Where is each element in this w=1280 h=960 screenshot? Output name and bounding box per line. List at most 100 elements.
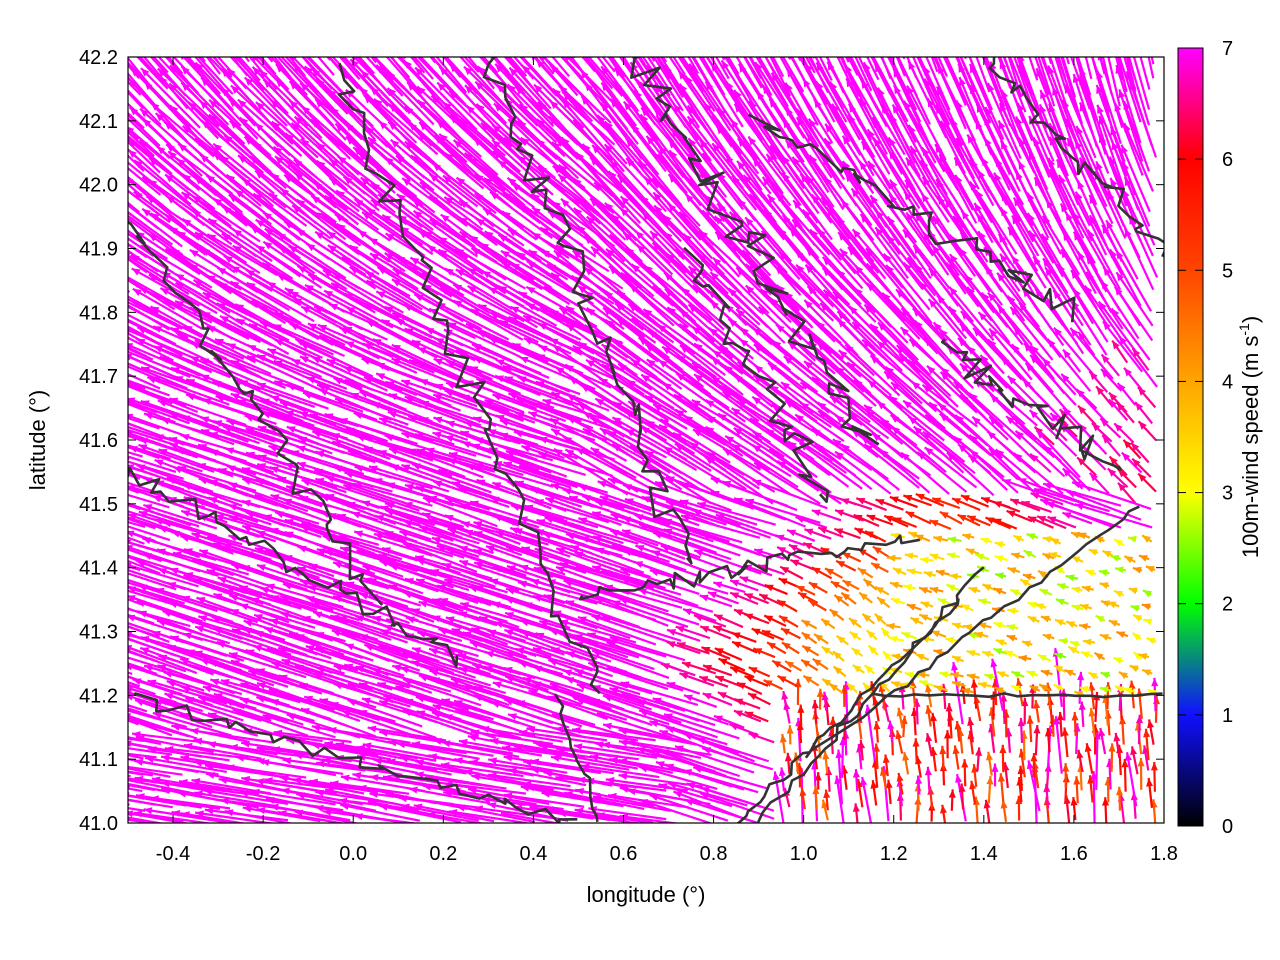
wind-vector-head xyxy=(549,310,559,318)
wind-vector-head xyxy=(299,411,309,419)
wind-vector-head xyxy=(315,99,324,108)
wind-vector-head xyxy=(423,497,433,504)
wind-vector-head xyxy=(680,0,687,3)
wind-vector-head xyxy=(404,8,412,17)
wind-vector-head xyxy=(206,771,215,779)
wind-vector-head xyxy=(367,725,377,733)
wind-vector xyxy=(140,67,201,129)
wind-vector-head xyxy=(382,547,391,554)
wind-vector-head xyxy=(453,300,463,308)
wind-vector xyxy=(244,57,250,63)
wind-vector-head xyxy=(442,563,452,570)
wind-vector-head xyxy=(139,26,147,35)
wind-vector xyxy=(128,243,185,281)
wind-vector-head xyxy=(839,0,846,7)
wind-vector-head xyxy=(364,46,372,54)
wind-vector xyxy=(429,669,507,695)
wind-vector-head xyxy=(102,421,111,428)
wind-vector-head xyxy=(221,68,230,77)
wind-vector xyxy=(255,101,319,159)
wind-vector-head xyxy=(105,30,113,39)
wind-vector-head xyxy=(186,617,196,624)
wind-vector xyxy=(538,172,602,225)
wind-vector xyxy=(678,57,682,59)
wind-vector-head xyxy=(530,487,540,495)
wind-vector-head xyxy=(324,290,334,298)
wind-vector-head xyxy=(471,248,481,256)
wind-vector xyxy=(464,84,527,146)
wind-vector-head xyxy=(382,0,390,3)
wind-vector-head xyxy=(314,468,324,476)
wind-vector-head xyxy=(61,298,70,305)
wind-vector-head xyxy=(207,535,217,543)
wind-vector xyxy=(389,57,422,94)
wind-vector-head xyxy=(140,68,150,77)
wind-vector-head xyxy=(344,471,354,479)
wind-vector xyxy=(343,484,420,512)
wind-vector-head xyxy=(738,45,745,54)
wind-vector xyxy=(411,462,492,494)
wind-vector xyxy=(200,76,259,140)
wind-vector-head xyxy=(391,358,401,365)
wind-vector xyxy=(128,625,170,643)
wind-vector-head xyxy=(518,120,527,129)
wind-vector xyxy=(493,102,558,161)
wind-vector-head xyxy=(355,615,365,622)
wind-vector-head xyxy=(403,519,413,527)
wind-vector xyxy=(157,567,234,597)
wind-vector xyxy=(237,98,303,157)
wind-vector-head xyxy=(416,361,426,369)
wind-vector-head xyxy=(269,803,279,811)
wind-vector-head xyxy=(264,228,274,237)
wind-vector-head xyxy=(539,307,549,314)
wind-vector-head xyxy=(255,219,265,228)
wind-vector xyxy=(413,293,483,331)
wind-vector-head xyxy=(323,34,331,42)
wind-vector-head xyxy=(151,776,161,784)
wind-vector xyxy=(128,753,144,760)
wind-vector-head xyxy=(241,467,251,474)
wind-vector-head xyxy=(489,578,499,586)
wind-vector-head xyxy=(225,764,235,772)
wind-vector-head xyxy=(751,47,758,56)
wind-vector-head xyxy=(211,616,221,623)
wind-vector xyxy=(160,417,235,446)
wind-vector-head xyxy=(222,206,231,214)
wind-vector-head xyxy=(490,191,499,200)
wind-vector-head xyxy=(114,358,123,364)
wind-vector xyxy=(128,134,173,175)
wind-vector-head xyxy=(53,684,62,691)
wind-vector-head xyxy=(415,759,424,767)
wind-vector-head xyxy=(239,585,249,593)
wind-vector-head xyxy=(547,695,557,703)
wind-vector-head xyxy=(213,143,222,152)
wind-vector-head xyxy=(299,683,309,690)
wind-vector xyxy=(225,173,294,229)
wind-vector-head xyxy=(519,464,529,472)
wind-vector-head xyxy=(209,23,217,32)
wind-vector-head xyxy=(87,740,96,747)
wind-vector-head xyxy=(580,763,590,771)
wind-vector-head xyxy=(433,416,443,424)
wind-vector-head xyxy=(378,553,388,561)
wind-vector-head xyxy=(395,33,403,41)
wind-vector xyxy=(396,742,480,760)
wind-vector-head xyxy=(69,5,77,14)
wind-vector-head xyxy=(134,160,143,169)
wind-vector xyxy=(854,57,858,58)
wind-vector-head xyxy=(214,339,224,346)
wind-vector-head xyxy=(109,7,117,15)
wind-vector xyxy=(228,652,307,679)
wind-vector xyxy=(128,747,173,756)
wind-vector-head xyxy=(215,395,225,402)
wind-vector xyxy=(447,527,523,557)
wind-vector-head xyxy=(297,545,307,553)
wind-vector-head xyxy=(382,774,392,782)
wind-vector xyxy=(475,103,535,161)
wind-vector xyxy=(442,562,520,592)
wind-vector xyxy=(565,599,640,629)
wind-vector xyxy=(482,207,551,258)
wind-vector-head xyxy=(316,78,325,88)
wind-vector-head xyxy=(226,465,236,473)
wind-vector-head xyxy=(431,536,441,544)
